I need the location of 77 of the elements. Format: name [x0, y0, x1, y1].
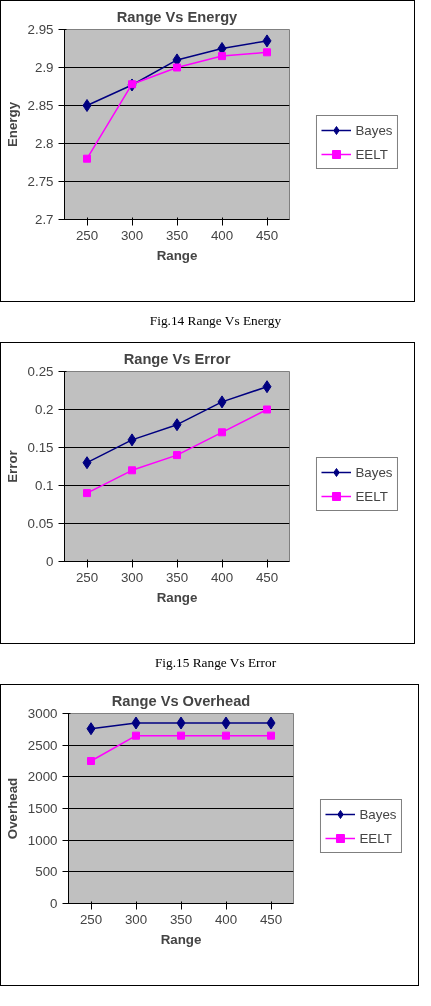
y-tick-label: 0.1 — [34, 478, 54, 493]
y-tick-label: 2000 — [27, 769, 58, 785]
x-tick-label: 400 — [214, 911, 238, 927]
chart-title: Range Vs Overhead — [111, 692, 251, 709]
y-tick-label: 0.25 — [27, 364, 54, 379]
x-tick-label: 350 — [169, 911, 193, 927]
point — [172, 418, 182, 432]
point — [82, 99, 92, 112]
y-axis-title: Overhead — [4, 777, 20, 840]
y-tick-label: 2.75 — [27, 174, 54, 189]
y-tick-label: 0 — [46, 554, 54, 569]
legend-label: Bayes — [355, 122, 393, 138]
x-tick-label: 300 — [120, 569, 144, 585]
legend-label: EELT — [355, 146, 388, 162]
x-tick-label: 250 — [75, 569, 99, 585]
point — [263, 405, 271, 414]
caption: Fig.15 Range Vs Error — [154, 654, 277, 672]
x-axis-title: Range — [156, 247, 198, 263]
y-tick-label: 1000 — [27, 832, 58, 848]
y-tick-label: 0.05 — [27, 516, 54, 531]
x-tick-label: 250 — [75, 227, 99, 243]
point — [128, 466, 136, 475]
point — [266, 716, 276, 730]
legend-label: Bayes — [359, 806, 397, 822]
y-tick-label: 2500 — [27, 737, 58, 753]
point — [173, 451, 181, 460]
point — [177, 731, 185, 740]
point — [82, 456, 92, 470]
point — [127, 433, 137, 447]
x-tick-label: 300 — [120, 227, 144, 243]
x-tick-label: 350 — [165, 569, 189, 585]
point — [176, 716, 186, 730]
y-tick-label: 3000 — [27, 706, 58, 721]
x-axis-title: Range — [156, 589, 198, 605]
y-axis-title: Energy — [4, 101, 20, 148]
y-tick-label: 2.95 — [27, 22, 54, 37]
y-tick-label: 500 — [35, 864, 58, 880]
y-tick-label: 1500 — [27, 801, 58, 816]
x-tick-label: 450 — [255, 569, 279, 585]
point — [173, 63, 181, 72]
point — [132, 731, 140, 740]
point — [221, 716, 231, 730]
y-tick-label: 0.15 — [27, 440, 54, 455]
point — [83, 154, 91, 163]
x-tick-label: 400 — [210, 227, 234, 243]
point — [222, 731, 230, 740]
point — [217, 395, 227, 409]
point — [87, 757, 95, 765]
legend-label: EELT — [355, 488, 388, 504]
point — [86, 722, 96, 736]
x-tick-label: 450 — [255, 227, 279, 243]
y-tick-label: 2.85 — [27, 98, 54, 113]
caption: Fig.14 Range Vs Energy — [149, 312, 282, 330]
x-tick-label: 400 — [210, 569, 234, 585]
chart-title: Range Vs Error — [123, 350, 231, 367]
point — [131, 716, 141, 730]
y-tick-label: 0.2 — [34, 402, 54, 417]
x-tick-label: 350 — [165, 227, 189, 243]
point — [263, 48, 271, 57]
chart-title: Range Vs Energy — [116, 8, 239, 25]
legend-label: Bayes — [355, 464, 393, 480]
point — [218, 52, 226, 61]
x-axis-title: Range — [160, 931, 202, 947]
point — [83, 489, 91, 498]
y-tick-label: 2.9 — [34, 60, 54, 75]
point — [262, 380, 272, 394]
y-tick-label: 0 — [50, 896, 58, 911]
point — [218, 428, 226, 437]
x-tick-label: 300 — [124, 911, 148, 927]
legend-label: EELT — [359, 830, 392, 846]
x-tick-label: 250 — [79, 911, 103, 927]
point — [262, 34, 272, 48]
y-axis-title: Error — [4, 450, 20, 483]
y-tick-label: 2.7 — [34, 212, 54, 227]
y-tick-label: 2.8 — [34, 136, 54, 151]
point — [267, 731, 275, 740]
x-tick-label: 450 — [259, 911, 283, 927]
